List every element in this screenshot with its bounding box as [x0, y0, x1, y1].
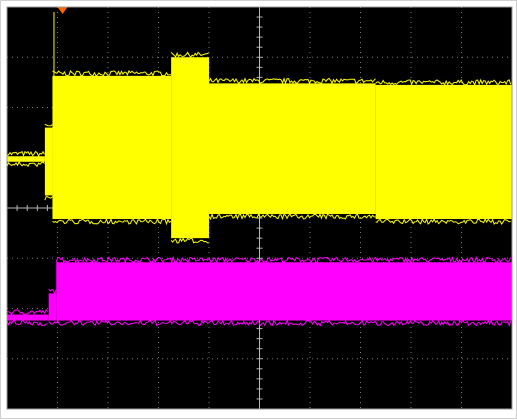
trigger-position-marker — [57, 7, 68, 14]
ch2-trace-bottom — [48, 321, 57, 325]
ch2-envelope-segment — [48, 293, 57, 321]
ch1-envelope-segment — [171, 57, 209, 239]
ch1-envelope-segment — [52, 75, 172, 220]
ch1-trace-bottom — [170, 237, 209, 244]
ch1-trace-top — [208, 77, 376, 85]
ch1-envelope-segment — [7, 156, 45, 162]
ch1-trace-bottom — [375, 217, 511, 225]
ch2-trace-bottom — [55, 319, 512, 327]
ch1-trace-top — [6, 150, 45, 158]
ch1-trace-bottom — [44, 195, 53, 201]
plot-border — [6, 6, 513, 410]
ch2-trace-bottom — [6, 320, 48, 326]
ch1-trace-top — [52, 69, 172, 77]
ch2-trace-top — [55, 255, 512, 264]
ch1-trace-top — [170, 51, 209, 59]
ch1-trace-bottom — [208, 212, 376, 221]
ch2-trace-top — [48, 288, 57, 295]
ch1-trace-bottom — [52, 217, 172, 226]
ch1-envelope-segment — [375, 84, 512, 220]
ch1-envelope-segment — [209, 83, 376, 215]
ch1-trace-top — [375, 78, 512, 87]
ch2-envelope-segment — [56, 262, 513, 321]
ch1-trace-top — [44, 123, 53, 127]
ch2-envelope-segment — [7, 314, 49, 321]
ch2-trace-top — [6, 308, 48, 315]
ch1-trace-bottom — [6, 161, 45, 168]
ch1-envelope-segment — [44, 127, 53, 196]
